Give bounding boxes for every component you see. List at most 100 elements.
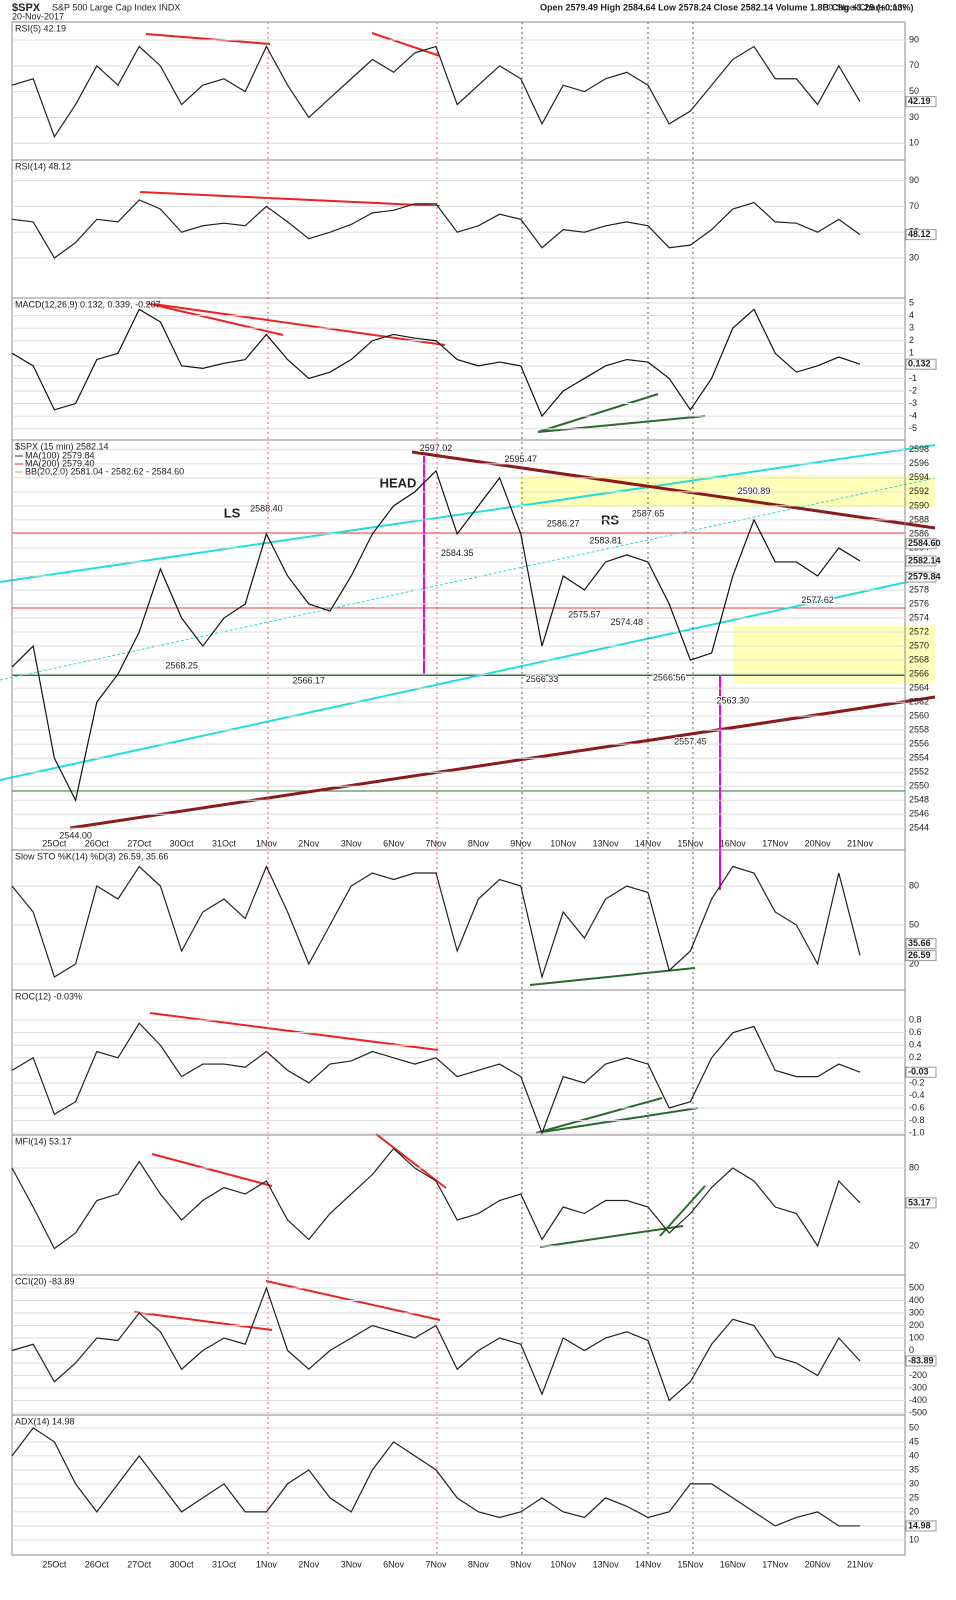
divergence <box>139 191 441 207</box>
x-tick-label: 3Nov <box>341 838 363 848</box>
y-tick-label: 50 <box>909 919 919 929</box>
symbol-name: S&P 500 Large Cap Index INDX <box>52 2 180 12</box>
divergence <box>529 967 696 986</box>
divergence <box>535 1097 663 1134</box>
series-line <box>11 469 861 803</box>
y-tick-label: 2570 <box>909 640 929 650</box>
price-label: 2597.02 <box>420 443 453 453</box>
channel-upper <box>0 444 936 583</box>
value-tag-label: -83.89 <box>908 1355 934 1365</box>
divergence <box>539 1225 684 1248</box>
value-tag-label: 26.59 <box>908 950 931 960</box>
y-tick-label: 10 <box>909 1534 919 1544</box>
divergence <box>133 1311 273 1331</box>
x-tick-label: 13Nov <box>593 838 620 848</box>
value-tag-label: 0.132 <box>908 359 931 369</box>
y-tick-label: -0.6 <box>909 1102 925 1112</box>
divergence <box>145 302 284 336</box>
y-tick-label: -2 <box>909 385 917 395</box>
channel-lower <box>0 575 936 781</box>
y-tick-label: 2598 <box>909 444 929 454</box>
y-tick-label: -200 <box>909 1370 927 1380</box>
channel-mid <box>0 477 936 681</box>
x-tick-label: 6Nov <box>383 838 405 848</box>
y-tick-label: 2546 <box>909 809 929 819</box>
annotation: LS <box>224 505 241 520</box>
value-tag <box>905 1520 937 1532</box>
y-tick-label: 0.4 <box>909 1040 922 1050</box>
legend-label: MA(100) 2579.84 <box>25 450 95 460</box>
x-tick-label: 20Nov <box>805 838 832 848</box>
y-tick-label: 200 <box>909 1320 924 1330</box>
y-tick-label: 4 <box>909 310 914 320</box>
price-label: 2566.17 <box>293 675 326 685</box>
y-tick-label: 5 <box>909 297 914 307</box>
x-tick-label: 14Nov <box>635 1559 662 1569</box>
y-tick-label: 2558 <box>909 725 929 735</box>
series-line <box>11 308 861 418</box>
x-tick-label: 30Oct <box>170 1559 195 1569</box>
date: 20-Nov-2017 <box>12 11 64 21</box>
x-tick-label: 7Nov <box>425 838 447 848</box>
price-label: 2568.25 <box>165 661 198 671</box>
annotation: HEAD <box>380 475 417 490</box>
price-label: 2584.35 <box>441 548 474 558</box>
y-tick-label: 2562 <box>909 696 929 706</box>
price-label: 2557.45 <box>674 736 707 746</box>
y-tick-label: -300 <box>909 1382 927 1392</box>
x-tick-label: 6Nov <box>383 1559 405 1569</box>
y-tick-label: 0.6 <box>909 1027 922 1037</box>
y-tick-label: 50 <box>909 1422 919 1432</box>
y-tick-label: 2552 <box>909 767 929 777</box>
y-tick-label: -3 <box>909 398 917 408</box>
panel-title: CCI(20) -83.89 <box>15 1276 75 1286</box>
x-tick-label: 8Nov <box>468 838 490 848</box>
divergence <box>145 33 271 45</box>
value-tag-label: 2584.60 <box>908 538 941 548</box>
x-tick-label: 9Nov <box>510 1559 532 1569</box>
divergence <box>371 32 441 57</box>
y-tick-label: 40 <box>909 1450 919 1460</box>
price-label: 2577.62 <box>801 595 834 605</box>
x-tick-label: 10Nov <box>550 838 577 848</box>
x-tick-label: 25Oct <box>42 1559 67 1569</box>
y-tick-label: 30 <box>909 112 919 122</box>
y-tick-label: 2544 <box>909 823 929 833</box>
price-label: 2544.00 <box>59 831 92 841</box>
divergence <box>375 1133 447 1189</box>
value-tag <box>905 1066 937 1078</box>
y-tick-label: 2594 <box>909 472 929 482</box>
x-tick-label: 2Nov <box>298 838 320 848</box>
day-markers <box>267 22 694 1555</box>
series-line <box>11 865 861 980</box>
x-tick-label: 9Nov <box>510 838 532 848</box>
y-tick-label: 1 <box>909 348 914 358</box>
trendline-down <box>411 450 936 530</box>
y-tick-label: 45 <box>909 1436 919 1446</box>
y-tick-label: 100 <box>909 1332 924 1342</box>
quote: Open 2579.49 High 2584.64 Low 2578.24 Cl… <box>540 2 914 12</box>
y-tick-label: 2566 <box>909 668 929 678</box>
y-tick-label: -0.8 <box>909 1115 925 1125</box>
price-label: 2595.47 <box>505 454 538 464</box>
price-label: 2586.27 <box>547 518 580 528</box>
price-label: 2566.33 <box>526 674 559 684</box>
panel-title: MFI(14) 53.17 <box>15 1136 72 1146</box>
panel-title: ADX(14) 14.98 <box>15 1416 75 1426</box>
price-label: 2566.56 <box>653 673 686 683</box>
divergence <box>149 1012 439 1051</box>
y-tick-label: 2 <box>909 335 914 345</box>
y-tick-label: 2568 <box>909 654 929 664</box>
y-tick-label: 80 <box>909 1162 919 1172</box>
x-tick-label: 15Nov <box>677 838 704 848</box>
y-tick-label: 20 <box>909 1240 919 1250</box>
y-tick-label: 2596 <box>909 458 929 468</box>
divergence <box>537 393 659 433</box>
legend-label: MA(200) 2579.40 <box>25 458 95 468</box>
price-label: 2563.30 <box>717 695 750 705</box>
x-tick-label: 13Nov <box>593 1559 620 1569</box>
x-tick-label: 16Nov <box>720 838 747 848</box>
value-tag <box>905 1355 937 1367</box>
y-tick-label: 30 <box>909 1478 919 1488</box>
